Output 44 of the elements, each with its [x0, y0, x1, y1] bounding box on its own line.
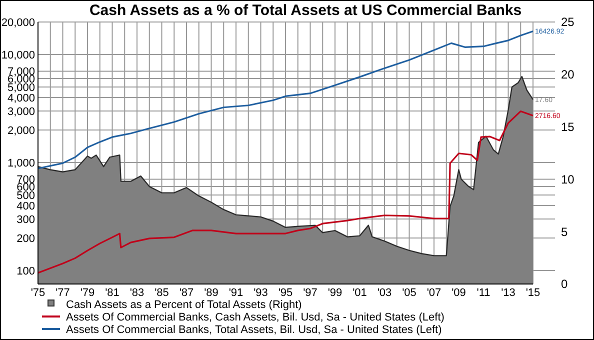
legend-label: Assets Of Commercial Banks, Total Assets, Bil. Usd, Sa - United States (Left)	[66, 324, 442, 336]
x-tick-label: '81	[105, 287, 120, 299]
y2-tick-label: 25	[561, 15, 575, 30]
x-tick-label: '91	[228, 287, 244, 299]
y2-tick-label: 15	[561, 120, 575, 134]
chart-title: Cash Assets as a % of Total Assets at US Commercial Banks	[89, 2, 522, 19]
y-tick-label: 10,000	[1, 49, 35, 62]
y2-tick-label: 20	[561, 68, 575, 82]
y-tick-label: 400	[16, 200, 35, 212]
line-series	[37, 110, 534, 274]
legend-label: Assets Of Commercial Banks, Cash Assets, Bil. Usd, Sa - United States (Left)	[66, 311, 444, 324]
y-tick-label: 300	[16, 214, 35, 226]
y-tick-label: 20,000	[1, 16, 35, 29]
y-tick-label: 500	[16, 190, 35, 202]
x-tick-label: '83	[130, 287, 144, 299]
y-tick-label: 1,000	[7, 157, 35, 170]
x-tick-label: '93	[254, 287, 268, 299]
x-tick-label: '85	[154, 287, 169, 299]
x-tick-label: '87	[179, 287, 194, 299]
x-tick-label: '75	[30, 287, 46, 299]
y-tick-label: 200	[16, 232, 35, 245]
x-tick-label: '09	[452, 287, 466, 299]
x-tick-label: '89	[204, 287, 218, 299]
x-tick-label: '15	[526, 287, 540, 299]
x-tick-label: '95	[278, 287, 293, 299]
y-tick-label: 100	[16, 265, 35, 278]
x-tick-label: '07	[426, 287, 442, 299]
x-tick-label: '99	[328, 287, 342, 299]
x-tick-label: '77	[56, 287, 70, 299]
y-tick-label: 3,000	[7, 106, 35, 118]
y-tick-label: 4,000	[7, 92, 35, 104]
x-tick-label: '11	[476, 287, 490, 299]
x-tick-label: '79	[80, 287, 95, 299]
line-series	[37, 30, 534, 170]
x-tick-label: '01	[352, 287, 367, 299]
x-tick-label: '13	[501, 287, 516, 299]
x-tick-label: '05	[402, 287, 416, 299]
x-tick-label: '03	[377, 287, 392, 299]
y2-tick-label: 10	[561, 172, 575, 186]
y2-tick-label: 5	[561, 224, 568, 239]
y-tick-label: 2,000	[7, 124, 35, 137]
y2-tick-label: 0	[561, 277, 568, 292]
x-tick-label: '97	[303, 287, 318, 299]
legend-label: Cash Assets as a Percent of Total Assets (Right)	[66, 298, 302, 311]
